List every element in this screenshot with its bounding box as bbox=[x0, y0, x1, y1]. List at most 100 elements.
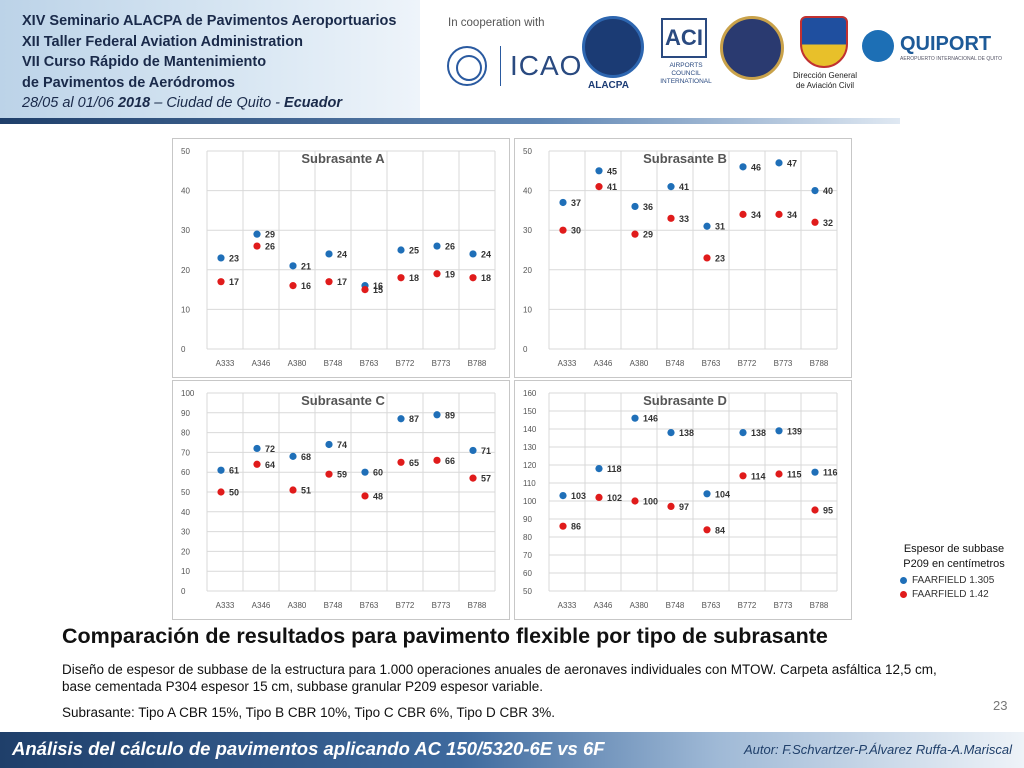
chart-title: Subrasante B bbox=[643, 151, 727, 166]
y-tick-label: 90 bbox=[523, 515, 532, 524]
data-label: 16 bbox=[373, 281, 383, 291]
y-tick-label: 80 bbox=[523, 533, 532, 542]
data-label: 138 bbox=[679, 428, 694, 438]
data-label: 41 bbox=[679, 182, 689, 192]
dac-shield-icon bbox=[800, 16, 848, 68]
data-label: 104 bbox=[715, 489, 730, 499]
chart-title: Subrasante C bbox=[301, 393, 385, 408]
data-label: 66 bbox=[445, 456, 455, 466]
data-point bbox=[397, 458, 405, 466]
date-country: Ecuador bbox=[284, 95, 343, 111]
aci-logo-subtitle: AIRPORTS COUNCIL INTERNATIONAL bbox=[660, 62, 712, 85]
data-point bbox=[253, 242, 261, 250]
data-label: 60 bbox=[373, 468, 383, 478]
header-divider bbox=[0, 118, 900, 124]
data-label: 40 bbox=[823, 186, 833, 196]
quiport-logo: QUIPORT bbox=[900, 33, 992, 55]
data-label: 61 bbox=[229, 466, 239, 476]
data-label: 36 bbox=[643, 202, 653, 212]
y-tick-label: 70 bbox=[523, 551, 532, 560]
x-tick-label: B788 bbox=[468, 359, 487, 368]
data-point bbox=[631, 414, 639, 422]
legend-caption-line2: P209 en centímetros bbox=[903, 558, 1005, 570]
quiport-logo-icon bbox=[862, 30, 894, 62]
data-label: 115 bbox=[787, 470, 802, 480]
chart-d-svg: 50 60 70 80 90 100 110 120 130 140 150 160 A333 A346 A… bbox=[523, 389, 838, 610]
data-label: 18 bbox=[481, 273, 491, 283]
data-point bbox=[289, 486, 297, 494]
data-point bbox=[469, 274, 477, 282]
data-label: 29 bbox=[265, 230, 275, 240]
data-point bbox=[775, 210, 783, 218]
data-label: 50 bbox=[229, 488, 239, 498]
y-tick-label: 140 bbox=[523, 425, 537, 434]
data-label: 19 bbox=[445, 269, 455, 279]
y-tick-label: 10 bbox=[523, 305, 532, 314]
y-tick-label: 90 bbox=[181, 409, 190, 418]
data-point bbox=[217, 278, 225, 286]
y-tick-label: 20 bbox=[523, 266, 532, 275]
cooperation-label: In cooperation with bbox=[448, 17, 545, 29]
y-tick-label: 40 bbox=[523, 187, 532, 196]
legend-caption-line1: Espesor de subbase bbox=[903, 543, 1005, 555]
data-point bbox=[433, 270, 441, 278]
slide-description: Diseño de espesor de subbase de la estru… bbox=[62, 662, 937, 694]
data-point bbox=[217, 488, 225, 496]
y-tick-label: 50 bbox=[523, 147, 532, 156]
y-tick-label: 0 bbox=[523, 345, 528, 354]
data-point bbox=[361, 492, 369, 500]
x-tick-label: B748 bbox=[666, 359, 685, 368]
data-label: 74 bbox=[337, 440, 347, 450]
data-label: 139 bbox=[787, 426, 802, 436]
data-point bbox=[631, 230, 639, 238]
data-label: 138 bbox=[751, 428, 766, 438]
data-label: 29 bbox=[643, 230, 653, 240]
data-label: 47 bbox=[787, 158, 797, 168]
y-tick-label: 0 bbox=[181, 587, 186, 596]
data-label: 97 bbox=[679, 502, 689, 512]
data-point bbox=[667, 502, 675, 510]
chart-c-svg: 0 10 20 30 40 50 60 70 80 90 100 A333 A346 A380 B748 B7… bbox=[181, 389, 496, 610]
data-point bbox=[433, 411, 441, 419]
data-label: 24 bbox=[481, 249, 491, 259]
x-tick-label: A346 bbox=[594, 359, 613, 368]
data-label: 103 bbox=[571, 491, 586, 501]
data-point bbox=[667, 214, 675, 222]
data-label: 57 bbox=[481, 474, 491, 484]
data-label: 33 bbox=[679, 214, 689, 224]
x-tick-label: A380 bbox=[288, 359, 307, 368]
header-title-block: XIV Seminario ALACPA de Pavimentos Aerop… bbox=[22, 11, 422, 114]
y-tick-label: 40 bbox=[181, 187, 190, 196]
data-label: 68 bbox=[301, 452, 311, 462]
y-tick-label: 160 bbox=[523, 389, 537, 398]
data-label: 71 bbox=[481, 446, 491, 456]
x-tick-label: B772 bbox=[396, 359, 415, 368]
data-point bbox=[469, 446, 477, 455]
date-city: – Ciudad de Quito - bbox=[150, 95, 285, 111]
data-label: 25 bbox=[409, 246, 419, 256]
y-tick-label: 30 bbox=[181, 528, 190, 537]
data-point bbox=[703, 254, 711, 262]
y-tick-label: 0 bbox=[181, 345, 186, 354]
legend-marker-red bbox=[900, 591, 907, 598]
x-tick-label: B772 bbox=[738, 359, 757, 368]
y-tick-label: 150 bbox=[523, 407, 537, 416]
data-point bbox=[703, 490, 711, 498]
data-label: 114 bbox=[751, 471, 766, 481]
data-point bbox=[559, 522, 567, 530]
data-point bbox=[325, 470, 333, 478]
data-point bbox=[217, 254, 225, 262]
legend-marker-blue bbox=[900, 577, 907, 584]
chart-title: Subrasante A bbox=[301, 151, 385, 166]
data-label: 100 bbox=[643, 497, 658, 507]
data-label: 23 bbox=[715, 253, 725, 263]
aci-logo: ACI bbox=[661, 18, 707, 58]
x-tick-label: B748 bbox=[324, 359, 343, 368]
chart-subrasante-b: 0 10 20 30 40 50 A333 A346 A380 B748 B763 B772 B773 B… bbox=[514, 138, 852, 378]
data-label: 102 bbox=[607, 493, 622, 503]
x-tick-label: A346 bbox=[252, 359, 271, 368]
header-line: XIV Seminario ALACPA de Pavimentos Aerop… bbox=[22, 13, 397, 29]
alacpa-logo-text: ALACPA bbox=[588, 80, 629, 91]
data-label: 15 bbox=[373, 285, 383, 295]
legend-label-1305: FAARFIELD 1.305 bbox=[912, 575, 995, 586]
